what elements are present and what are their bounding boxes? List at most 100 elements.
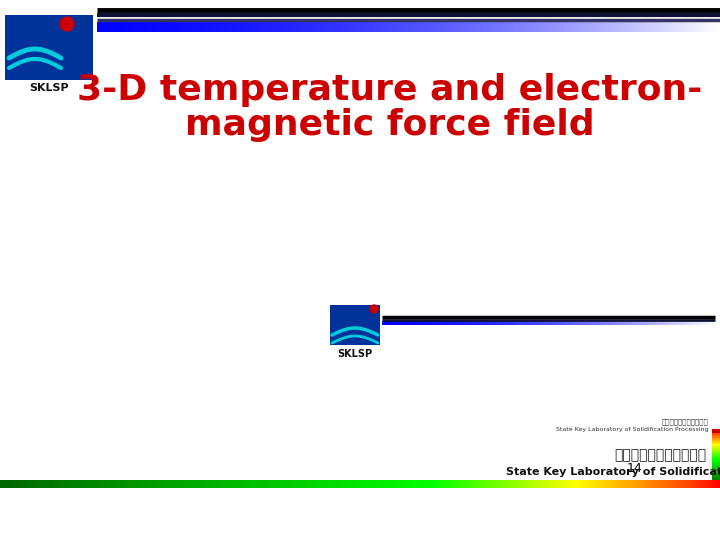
Bar xyxy=(436,22,438,32)
Bar xyxy=(79,480,80,488)
Bar xyxy=(80,480,81,488)
Bar xyxy=(701,22,703,32)
Bar xyxy=(495,22,496,32)
Bar xyxy=(399,321,400,325)
Bar xyxy=(457,321,458,325)
Bar xyxy=(513,480,514,488)
Bar xyxy=(505,321,506,325)
Bar xyxy=(360,22,361,32)
Bar xyxy=(356,480,357,488)
Bar xyxy=(172,22,174,32)
Bar xyxy=(518,321,519,325)
Bar xyxy=(600,480,601,488)
Bar xyxy=(515,480,516,488)
Bar xyxy=(511,321,512,325)
Bar xyxy=(181,480,182,488)
Bar xyxy=(534,321,535,325)
Bar xyxy=(712,457,720,459)
Bar xyxy=(474,321,475,325)
Bar xyxy=(297,480,298,488)
Bar xyxy=(678,480,679,488)
Bar xyxy=(619,480,620,488)
Bar xyxy=(199,480,200,488)
Bar xyxy=(315,480,316,488)
Bar xyxy=(631,22,632,32)
Bar xyxy=(361,22,363,32)
Bar xyxy=(458,321,459,325)
Bar xyxy=(417,22,418,32)
Bar xyxy=(606,321,607,325)
Bar xyxy=(204,22,205,32)
Bar xyxy=(237,480,238,488)
Bar xyxy=(606,22,608,32)
Bar xyxy=(629,321,630,325)
Bar xyxy=(618,480,619,488)
Bar xyxy=(256,480,257,488)
Bar xyxy=(477,321,478,325)
Bar xyxy=(593,480,594,488)
Bar xyxy=(585,480,586,488)
Bar xyxy=(123,22,125,32)
Bar xyxy=(554,480,555,488)
Bar xyxy=(138,22,140,32)
Bar xyxy=(577,22,579,32)
Bar xyxy=(212,22,214,32)
Bar xyxy=(55,480,56,488)
Bar xyxy=(712,431,720,432)
Bar xyxy=(616,480,617,488)
Bar xyxy=(474,480,475,488)
Bar xyxy=(520,22,521,32)
Bar xyxy=(427,480,428,488)
Bar xyxy=(224,480,225,488)
Bar xyxy=(416,480,417,488)
Bar xyxy=(554,22,556,32)
Bar xyxy=(628,22,629,32)
Bar xyxy=(616,22,617,32)
Bar xyxy=(174,480,175,488)
Bar xyxy=(702,22,703,32)
Bar xyxy=(593,22,595,32)
Bar xyxy=(691,321,692,325)
Bar xyxy=(516,22,518,32)
Bar xyxy=(16,480,17,488)
Bar xyxy=(400,480,401,488)
Bar xyxy=(205,22,207,32)
Bar xyxy=(346,22,348,32)
Bar xyxy=(223,480,224,488)
Bar xyxy=(94,480,95,488)
Bar xyxy=(189,22,191,32)
Bar xyxy=(129,480,130,488)
Bar xyxy=(494,22,495,32)
Bar xyxy=(322,480,323,488)
Bar xyxy=(297,22,299,32)
Bar xyxy=(485,321,486,325)
Bar xyxy=(292,480,293,488)
Bar xyxy=(492,321,493,325)
Bar xyxy=(398,480,399,488)
Bar xyxy=(126,480,127,488)
Bar xyxy=(171,22,173,32)
Bar xyxy=(636,321,637,325)
Bar xyxy=(431,22,433,32)
Bar xyxy=(252,480,253,488)
Bar xyxy=(324,480,325,488)
Bar xyxy=(712,431,720,433)
Bar xyxy=(647,321,648,325)
Bar xyxy=(290,480,291,488)
Bar xyxy=(470,321,471,325)
Bar xyxy=(606,480,607,488)
Bar xyxy=(208,480,209,488)
Bar xyxy=(508,22,510,32)
Bar xyxy=(85,480,86,488)
Bar xyxy=(298,22,300,32)
Bar xyxy=(242,480,243,488)
Bar xyxy=(412,480,413,488)
Bar xyxy=(168,480,169,488)
Bar xyxy=(60,480,61,488)
Bar xyxy=(642,22,643,32)
Bar xyxy=(331,22,333,32)
Bar xyxy=(233,480,234,488)
Bar xyxy=(687,480,688,488)
Bar xyxy=(308,480,309,488)
Bar xyxy=(197,22,199,32)
